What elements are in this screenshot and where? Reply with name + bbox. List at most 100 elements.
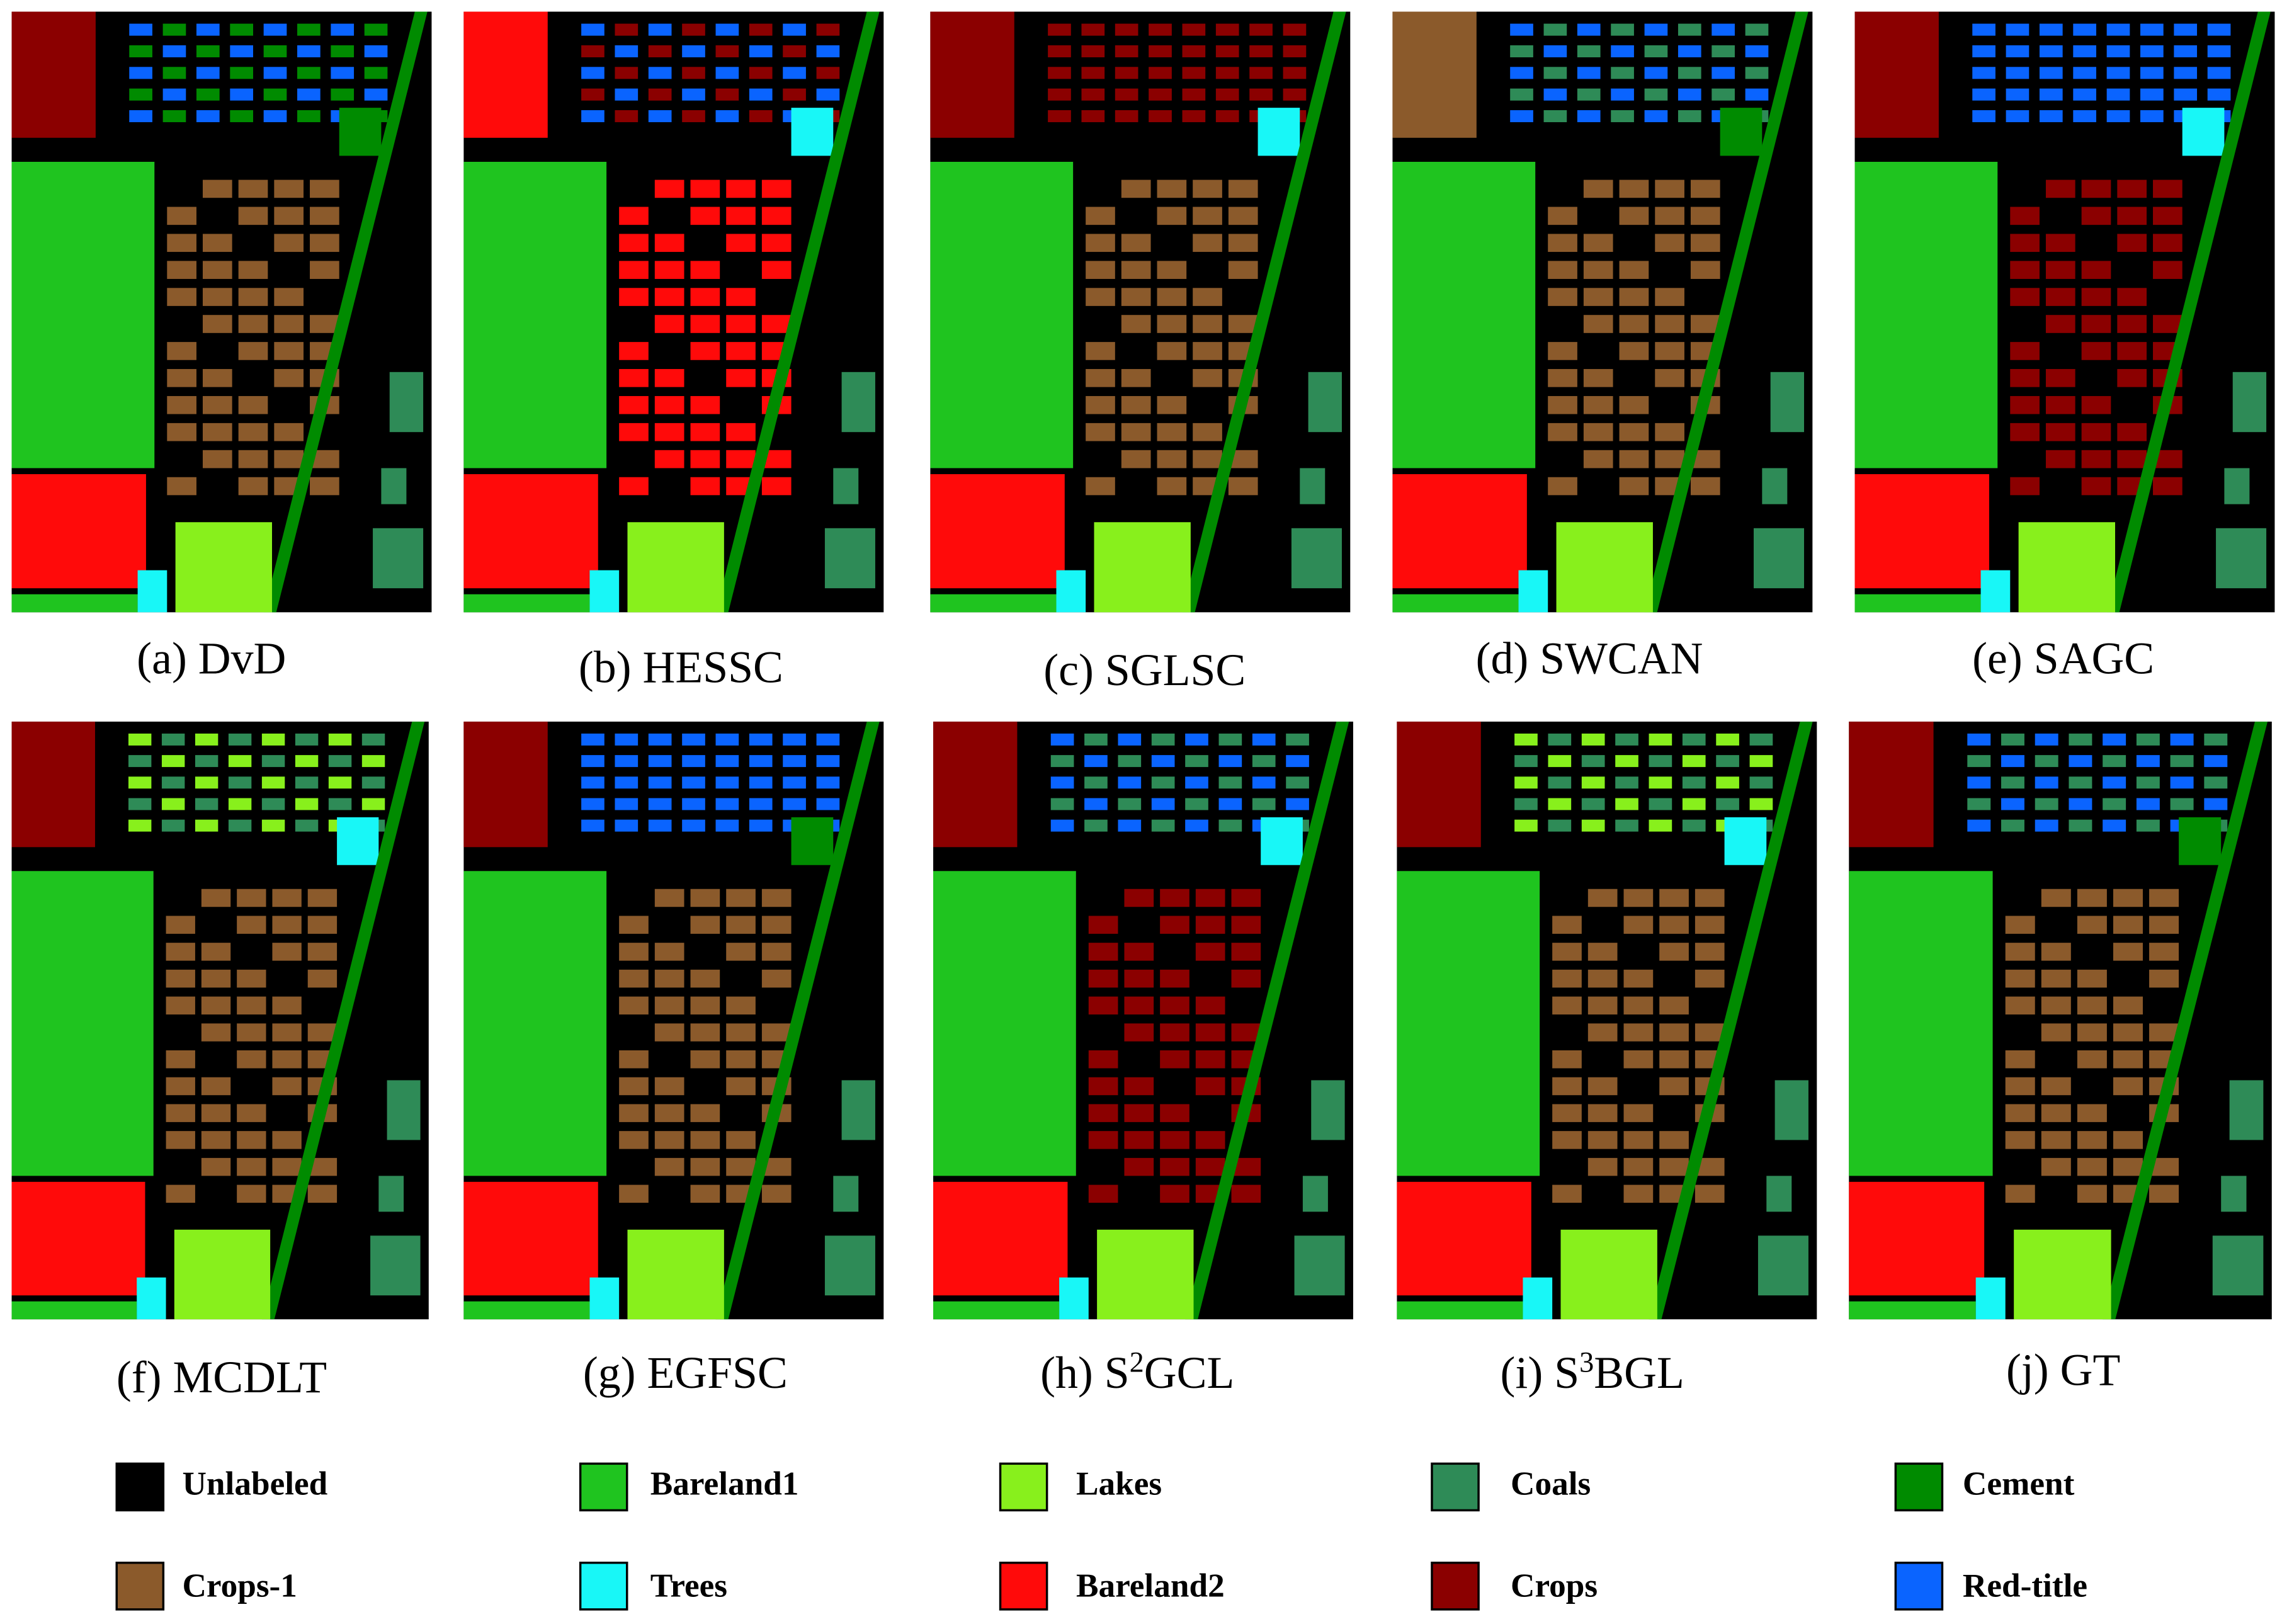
- map-region: [2174, 67, 2198, 79]
- map-region: [2117, 234, 2147, 253]
- map-region: [654, 996, 684, 1015]
- map-region: [1088, 1131, 1118, 1149]
- map-region: [654, 889, 684, 907]
- map-region: [2045, 288, 2075, 306]
- map-region: [1215, 23, 1239, 36]
- map-region: [1972, 67, 1995, 79]
- map-region: [2045, 261, 2075, 279]
- map-region: [1552, 916, 1582, 934]
- map-region: [11, 1301, 137, 1320]
- map-region: [1682, 776, 1706, 789]
- map-region: [2204, 733, 2228, 746]
- map-region: [726, 234, 756, 253]
- map-region: [1088, 1077, 1118, 1096]
- map-region: [1745, 67, 1769, 79]
- map-region: [654, 943, 684, 961]
- map-region: [2216, 528, 2267, 589]
- map-region: [1081, 23, 1105, 36]
- map-region: [726, 996, 756, 1015]
- map-region: [726, 179, 756, 198]
- map-region: [128, 776, 152, 789]
- map-region: [726, 1131, 756, 1149]
- map-region: [2077, 1023, 2107, 1042]
- map-region: [166, 1184, 195, 1203]
- map-region: [331, 88, 355, 101]
- map-region: [1231, 943, 1261, 961]
- map-region: [1972, 23, 1995, 36]
- map-region: [1581, 819, 1605, 832]
- map-region: [930, 474, 1065, 589]
- map-region: [2204, 776, 2228, 789]
- map-region: [1392, 594, 1519, 613]
- map-region: [2113, 1050, 2143, 1069]
- map-region: [1160, 996, 1189, 1015]
- map-region: [1115, 67, 1138, 79]
- map-region: [1619, 207, 1649, 225]
- map-region: [1972, 88, 1995, 101]
- map-region: [682, 23, 705, 36]
- map-region: [1124, 1157, 1154, 1176]
- map-region: [237, 1157, 266, 1176]
- map-region: [648, 776, 672, 789]
- map-region: [761, 477, 792, 496]
- map-region: [1619, 342, 1649, 360]
- map-region: [1644, 88, 1668, 101]
- map-region: [1149, 23, 1172, 36]
- map-region: [654, 1077, 684, 1096]
- map-region: [297, 67, 321, 79]
- map-region: [2010, 261, 2040, 279]
- map-region: [2001, 755, 2024, 768]
- map-region: [2041, 1023, 2071, 1042]
- map-region: [378, 1176, 404, 1212]
- map-region: [261, 733, 285, 746]
- map-region: [1619, 261, 1649, 279]
- map-region: [297, 45, 321, 58]
- map-region: [1160, 1131, 1189, 1149]
- map-region: [2207, 88, 2231, 101]
- map-region: [1762, 468, 1788, 504]
- map-region: [690, 969, 720, 988]
- map-region: [230, 45, 253, 58]
- map-region: [654, 395, 684, 414]
- map-region: [1552, 943, 1582, 961]
- map-region: [202, 369, 232, 387]
- map-region: [274, 450, 304, 468]
- map-region: [654, 261, 684, 279]
- map-region: [2077, 916, 2107, 934]
- map-region: [2170, 798, 2194, 810]
- map-region: [166, 1077, 195, 1096]
- map-region: [196, 110, 220, 123]
- map-region: [1587, 1104, 1618, 1122]
- map-region: [1195, 1050, 1225, 1069]
- map-region: [648, 23, 672, 36]
- map-region: [1218, 798, 1242, 810]
- map-region: [654, 423, 684, 441]
- map-region: [654, 179, 684, 198]
- map-region: [1556, 522, 1653, 613]
- map-region: [2081, 342, 2111, 360]
- map-region: [783, 755, 806, 768]
- map-region: [166, 996, 195, 1015]
- map-region: [1577, 23, 1601, 36]
- map-region: [1182, 45, 1206, 58]
- map-region: [1086, 369, 1115, 387]
- map-region: [129, 67, 152, 79]
- map-region: [1115, 23, 1138, 36]
- map-region: [933, 1181, 1068, 1296]
- map-region: [1193, 315, 1222, 333]
- map-region: [1854, 161, 1998, 468]
- map-region: [2149, 943, 2179, 961]
- map-region: [331, 67, 355, 79]
- map-region: [272, 1050, 302, 1069]
- map-region: [166, 916, 195, 934]
- map-region: [726, 450, 756, 468]
- map-region: [1121, 261, 1151, 279]
- map-region: [162, 45, 186, 58]
- map-region: [654, 1023, 684, 1042]
- map-region: [1149, 88, 1172, 101]
- map-region: [726, 369, 756, 387]
- map-region: [749, 755, 773, 768]
- map-region: [627, 522, 724, 613]
- map-region: [1286, 733, 1309, 746]
- map-region: [2117, 288, 2147, 306]
